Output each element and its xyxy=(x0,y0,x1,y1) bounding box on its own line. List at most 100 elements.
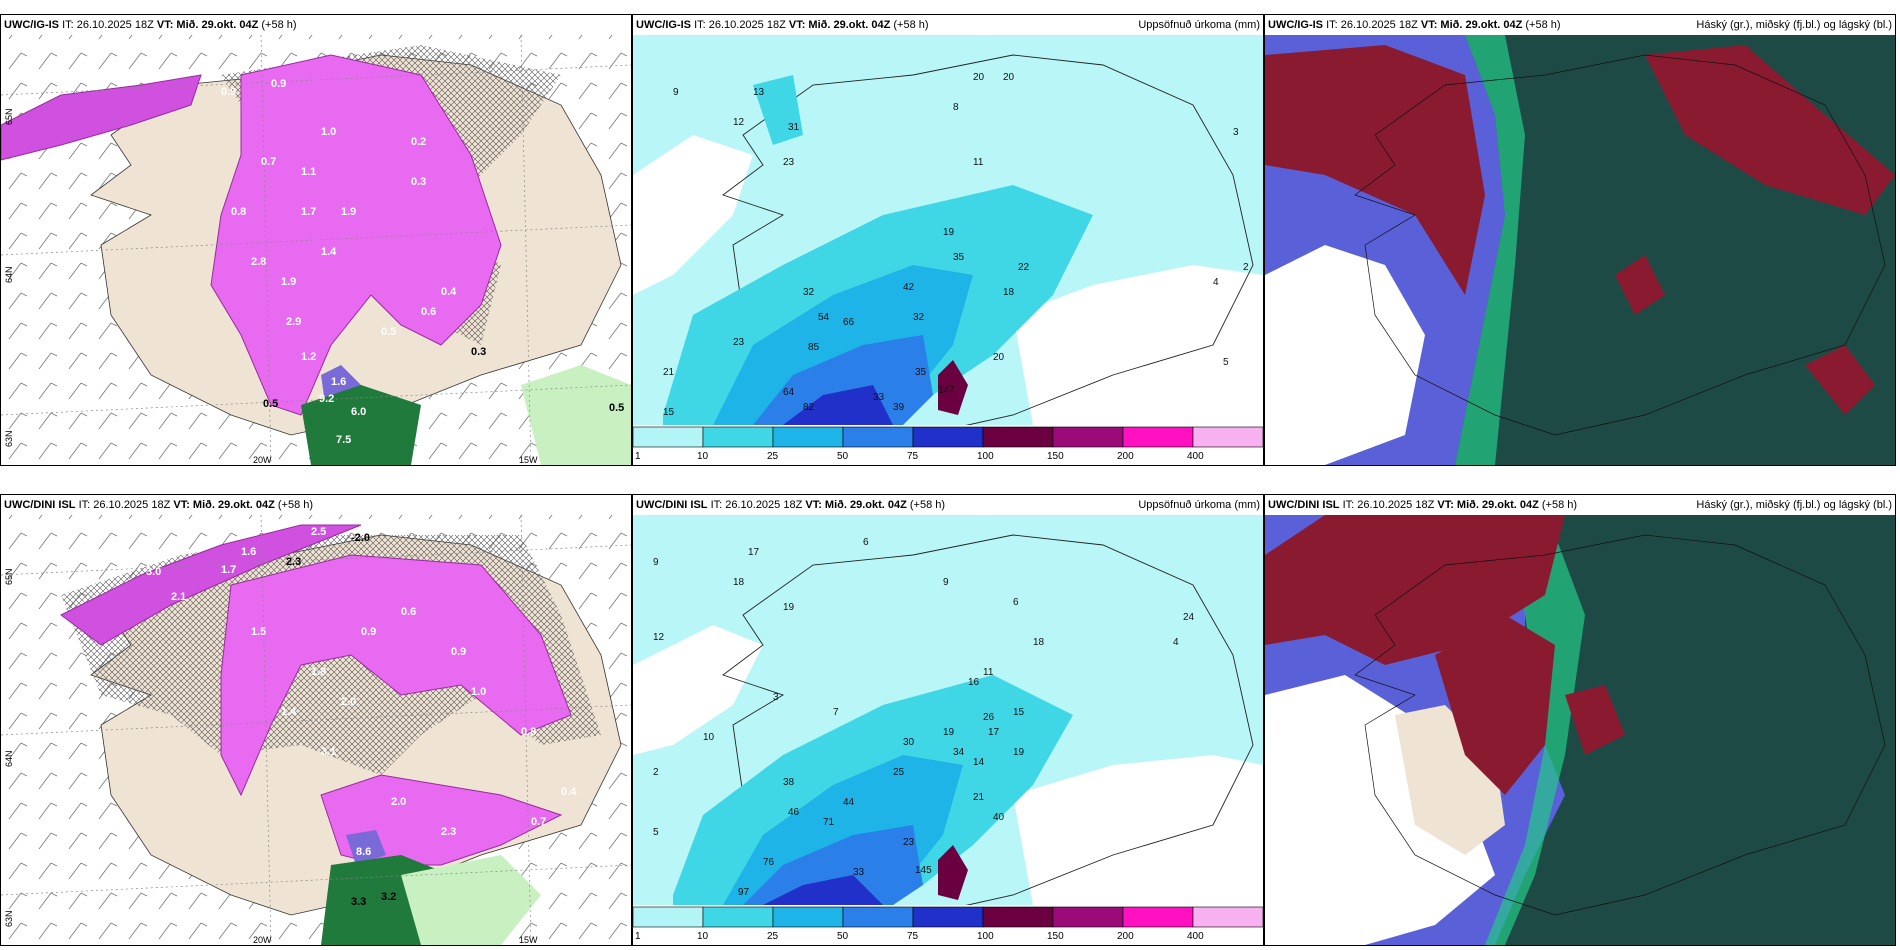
svg-text:3.2: 3.2 xyxy=(381,891,396,903)
cloud-map xyxy=(1265,515,1895,945)
legend-swatch xyxy=(633,906,704,928)
svg-text:2.0: 2.0 xyxy=(341,696,356,708)
svg-text:23: 23 xyxy=(733,337,745,348)
svg-text:0.7: 0.7 xyxy=(531,816,546,828)
svg-text:17: 17 xyxy=(988,727,1000,738)
svg-text:19: 19 xyxy=(1013,747,1025,758)
svg-text:1.7: 1.7 xyxy=(221,564,236,576)
svg-text:22: 22 xyxy=(1018,262,1030,273)
svg-text:31: 31 xyxy=(788,122,800,133)
cloud-high-central xyxy=(1435,615,1555,795)
svg-text:76: 76 xyxy=(763,857,775,868)
svg-text:18: 18 xyxy=(1003,287,1015,298)
rain-light xyxy=(401,855,541,945)
legend-label: 1 xyxy=(635,451,641,462)
lon-label-20w: 20W xyxy=(253,935,272,945)
snow-band-nw xyxy=(1,74,202,161)
panel-header: UWC/IG-IS IT: 26.10.2025 18Z VT: Mið. 29… xyxy=(1265,15,1895,35)
precip-values: 9 17 18 19 12 10 6 9 7 3 5 2 16 11 19 34… xyxy=(653,537,1195,898)
svg-text:42: 42 xyxy=(903,282,915,293)
svg-text:5: 5 xyxy=(1223,357,1229,368)
svg-text:12: 12 xyxy=(653,632,665,643)
svg-text:38: 38 xyxy=(783,777,795,788)
svg-text:7: 7 xyxy=(833,707,839,718)
cloud-white-sw xyxy=(1265,675,1495,945)
svg-text:23: 23 xyxy=(783,157,795,168)
svg-text:18: 18 xyxy=(733,577,745,588)
svg-text:34: 34 xyxy=(953,747,965,758)
panel-header: UWC/IG-IS IT: 26.10.2025 18Z VT: Mið. 29… xyxy=(633,15,1263,35)
svg-text:15: 15 xyxy=(1013,707,1025,718)
svg-text:0.9: 0.9 xyxy=(221,86,236,98)
svg-text:2.3: 2.3 xyxy=(286,556,301,568)
legend-label: 75 xyxy=(907,451,919,462)
svg-text:9: 9 xyxy=(653,557,659,568)
legend-swatch xyxy=(1052,906,1124,928)
panel-header: UWC/DINI ISL IT: 26.10.2025 18Z VT: Mið.… xyxy=(1265,495,1895,515)
legend-swatch xyxy=(982,906,1054,928)
legend-label: 25 xyxy=(767,931,779,942)
svg-text:19: 19 xyxy=(783,602,795,613)
svg-text:5: 5 xyxy=(653,827,659,838)
svg-text:2.9: 2.9 xyxy=(286,316,301,328)
svg-text:33: 33 xyxy=(853,867,865,878)
svg-text:2.8: 2.8 xyxy=(251,256,266,268)
map-panel-snow-row2: UWC/DINI ISL IT: 26.10.2025 18Z VT: Mið.… xyxy=(0,494,632,946)
legend-swatch xyxy=(772,426,844,448)
precip-map: 9 17 18 19 12 10 6 9 7 3 5 2 16 11 19 34… xyxy=(633,515,1263,916)
cloud-green-edge xyxy=(1455,35,1525,465)
legend-label: 10 xyxy=(697,451,709,462)
legend-label: 50 xyxy=(837,451,849,462)
svg-text:44: 44 xyxy=(843,797,855,808)
precip-max xyxy=(938,360,968,415)
svg-text:0.4: 0.4 xyxy=(561,786,577,798)
precip-north xyxy=(753,75,803,145)
cloud-high-south xyxy=(1565,685,1625,755)
svg-text:0.9: 0.9 xyxy=(451,646,466,658)
lat-label-63: 63N xyxy=(4,910,14,927)
svg-text:0.8: 0.8 xyxy=(521,726,536,738)
legend-swatch xyxy=(982,426,1054,448)
svg-text:0.8: 0.8 xyxy=(231,206,246,218)
svg-text:2.3: 2.3 xyxy=(441,826,456,838)
svg-text:21: 21 xyxy=(663,367,675,378)
svg-text:85: 85 xyxy=(808,342,820,353)
snow-map: 2.5 -2.0 1.6 2.3 3.0 1.7 2.1 1.4 0.9 1.8… xyxy=(1,514,631,945)
svg-text:1.9: 1.9 xyxy=(341,206,356,218)
legend-label: 200 xyxy=(1117,931,1134,942)
precip-white xyxy=(633,135,753,295)
svg-text:3: 3 xyxy=(1233,127,1239,138)
panel-header: UWC/DINI ISL IT: 26.10.2025 18Z VT: Mið.… xyxy=(1,495,631,515)
svg-text:0.7: 0.7 xyxy=(261,156,276,168)
svg-text:46: 46 xyxy=(788,807,800,818)
svg-text:32: 32 xyxy=(803,287,815,298)
legend-label: 400 xyxy=(1187,931,1204,942)
svg-text:18: 18 xyxy=(1033,637,1045,648)
svg-text:82: 82 xyxy=(803,402,815,413)
grid-lines xyxy=(1,34,631,465)
svg-text:6: 6 xyxy=(863,537,869,548)
legend-swatch xyxy=(842,426,914,448)
lon-label-15w: 15W xyxy=(519,935,538,945)
svg-text:19: 19 xyxy=(943,727,955,738)
snow-values: 0.9 0.9 1.1 1.9 2.8 1.9 0.8 1.4 2.9 1.2 … xyxy=(221,78,624,446)
svg-text:15: 15 xyxy=(663,407,675,418)
precip-50-75 xyxy=(753,335,933,425)
panel-header: UWC/DINI ISL IT: 26.10.2025 18Z VT: Mið.… xyxy=(633,495,1263,515)
svg-text:0.5: 0.5 xyxy=(263,398,278,410)
svg-text:147: 147 xyxy=(938,385,955,396)
svg-text:0.9: 0.9 xyxy=(361,626,376,638)
svg-text:1.9: 1.9 xyxy=(281,276,296,288)
svg-text:0.5: 0.5 xyxy=(467,392,482,404)
svg-text:0.2: 0.2 xyxy=(411,136,426,148)
lon-label-15w: 15W xyxy=(519,455,538,465)
legend-label: 100 xyxy=(977,451,994,462)
lat-label-63: 63N xyxy=(4,430,14,447)
legend-swatch xyxy=(842,906,914,928)
svg-text:19: 19 xyxy=(943,227,955,238)
iceland-outline xyxy=(722,534,1254,916)
svg-text:12: 12 xyxy=(733,117,745,128)
map-panel-snow-row1: UWC/IG-IS IT: 26.10.2025 18Z VT: Mið. 29… xyxy=(0,14,632,466)
svg-text:54: 54 xyxy=(818,312,830,323)
legend-label: 150 xyxy=(1047,451,1064,462)
